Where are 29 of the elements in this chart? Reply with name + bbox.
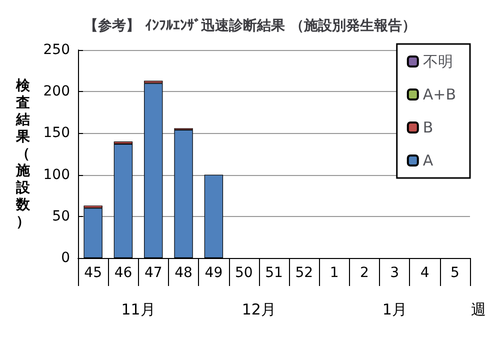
text: 11月 bbox=[121, 300, 156, 318]
x-tick-label: 47 bbox=[144, 265, 162, 281]
y-tick-label: 50 bbox=[52, 208, 70, 224]
x-tick-label: 50 bbox=[234, 265, 253, 281]
x-tick-label: 48 bbox=[174, 265, 192, 281]
legend-label: A bbox=[422, 152, 434, 170]
y-tick-label: 150 bbox=[43, 125, 70, 142]
text: 検査結果（施設数） bbox=[16, 78, 30, 230]
text: 12月 bbox=[242, 300, 276, 318]
legend-label: A+B bbox=[422, 86, 456, 104]
legend-label: 不明 bbox=[422, 52, 453, 70]
text: 週 bbox=[471, 300, 486, 318]
y-tick-label: 100 bbox=[43, 166, 70, 183]
x-tick-label: 1 bbox=[330, 265, 339, 281]
x-tick-label: 46 bbox=[114, 265, 132, 281]
x-tick-label: 2 bbox=[360, 265, 369, 281]
x-tick-label: 45 bbox=[84, 265, 102, 281]
x-tick-label: 5 bbox=[450, 265, 460, 281]
x-tick-label: 51 bbox=[265, 265, 283, 281]
legend-label: B bbox=[422, 118, 434, 136]
x-tick-label: 4 bbox=[420, 265, 430, 281]
text: 1月 bbox=[382, 300, 407, 318]
x-tick-label: 49 bbox=[204, 265, 223, 281]
y-tick-label: 250 bbox=[43, 42, 70, 58]
y-tick-label: 0 bbox=[61, 250, 70, 266]
x-tick-label: 52 bbox=[295, 265, 314, 281]
chart-title: 【参考】 ｲﾝﾌﾙｴﾝｻﾞ迅速診断結果 （施設別発生報告） bbox=[84, 17, 416, 34]
x-tick-label: 3 bbox=[390, 265, 400, 281]
y-tick-label: 200 bbox=[43, 84, 70, 100]
